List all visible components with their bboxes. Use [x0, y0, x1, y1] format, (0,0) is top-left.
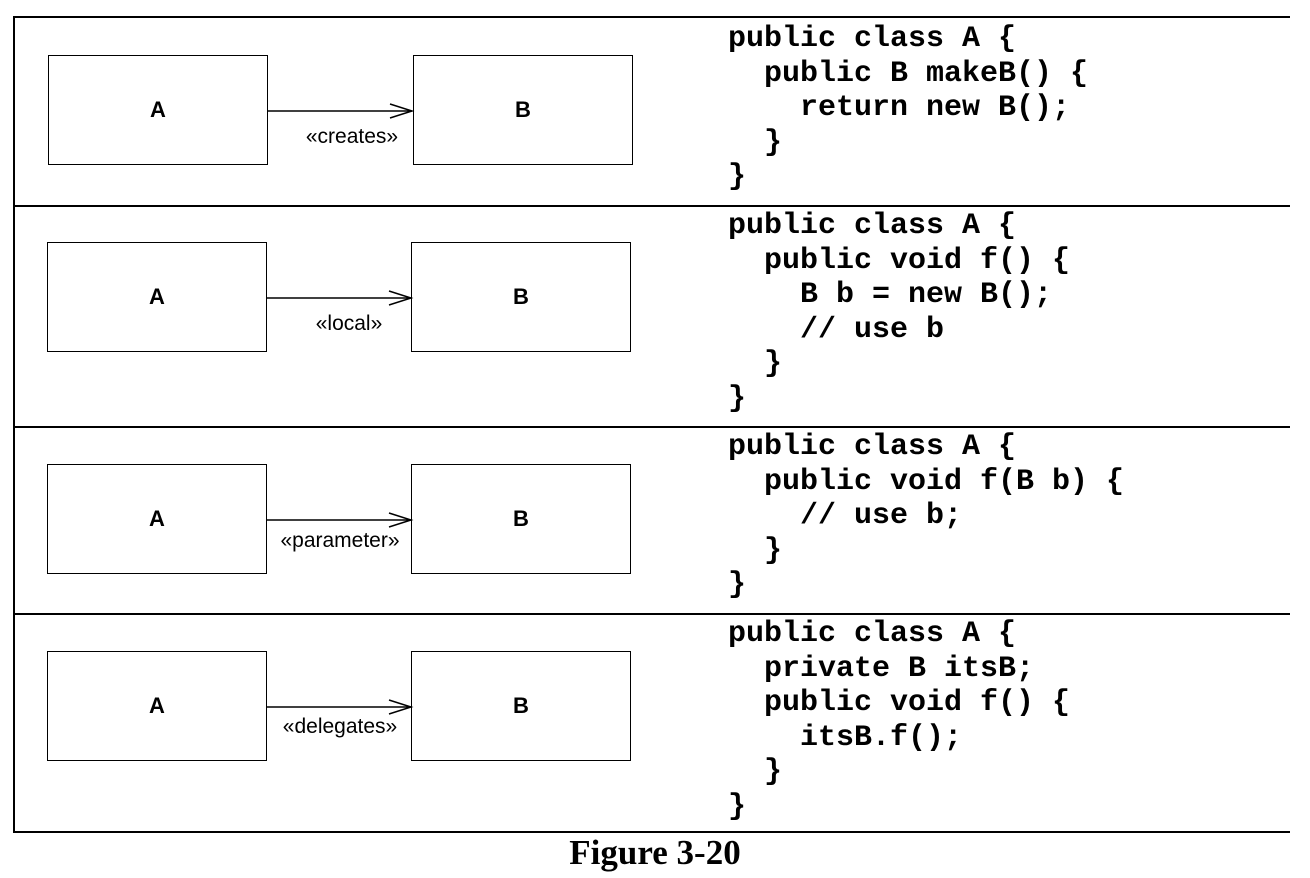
dependency-row-creates: A «creates» B public class A { public B … [15, 18, 1290, 205]
stereotype-label: «creates» [305, 125, 399, 148]
class-box-b: B [413, 55, 633, 165]
code-snippet: public class A { public B makeB() { retu… [728, 22, 1089, 194]
class-box-b: B [411, 464, 631, 574]
class-box-a: A [47, 242, 267, 352]
dependency-arrow [268, 103, 415, 119]
figure-frame: A «creates» B public class A { public B … [13, 16, 1290, 833]
dependency-row-local: A «local» B public class A { public void… [15, 205, 1290, 426]
class-box-a: A [48, 55, 268, 165]
class-box-a: A [47, 651, 267, 761]
dependency-row-parameter: A «parameter» B public class A { public … [15, 426, 1290, 613]
stereotype-label: «local» [315, 312, 383, 335]
row-divider [15, 205, 1290, 207]
figure-caption: Figure 3-20 [569, 833, 741, 872]
class-box-b: B [411, 242, 631, 352]
code-snippet: public class A { public void f(B b) { //… [728, 430, 1125, 602]
dependency-row-delegates: A «delegates» B public class A { private… [15, 613, 1290, 835]
code-snippet: public class A { public void f() { B b =… [728, 209, 1071, 416]
code-snippet: public class A { private B itsB; public … [728, 617, 1071, 824]
row-divider [15, 613, 1290, 615]
class-box-a: A [47, 464, 267, 574]
row-divider [15, 426, 1290, 428]
class-box-b: B [411, 651, 631, 761]
dependency-arrow [267, 512, 414, 528]
stereotype-label: «delegates» [282, 715, 398, 738]
dependency-arrow [267, 290, 414, 306]
stereotype-label: «parameter» [280, 529, 400, 552]
